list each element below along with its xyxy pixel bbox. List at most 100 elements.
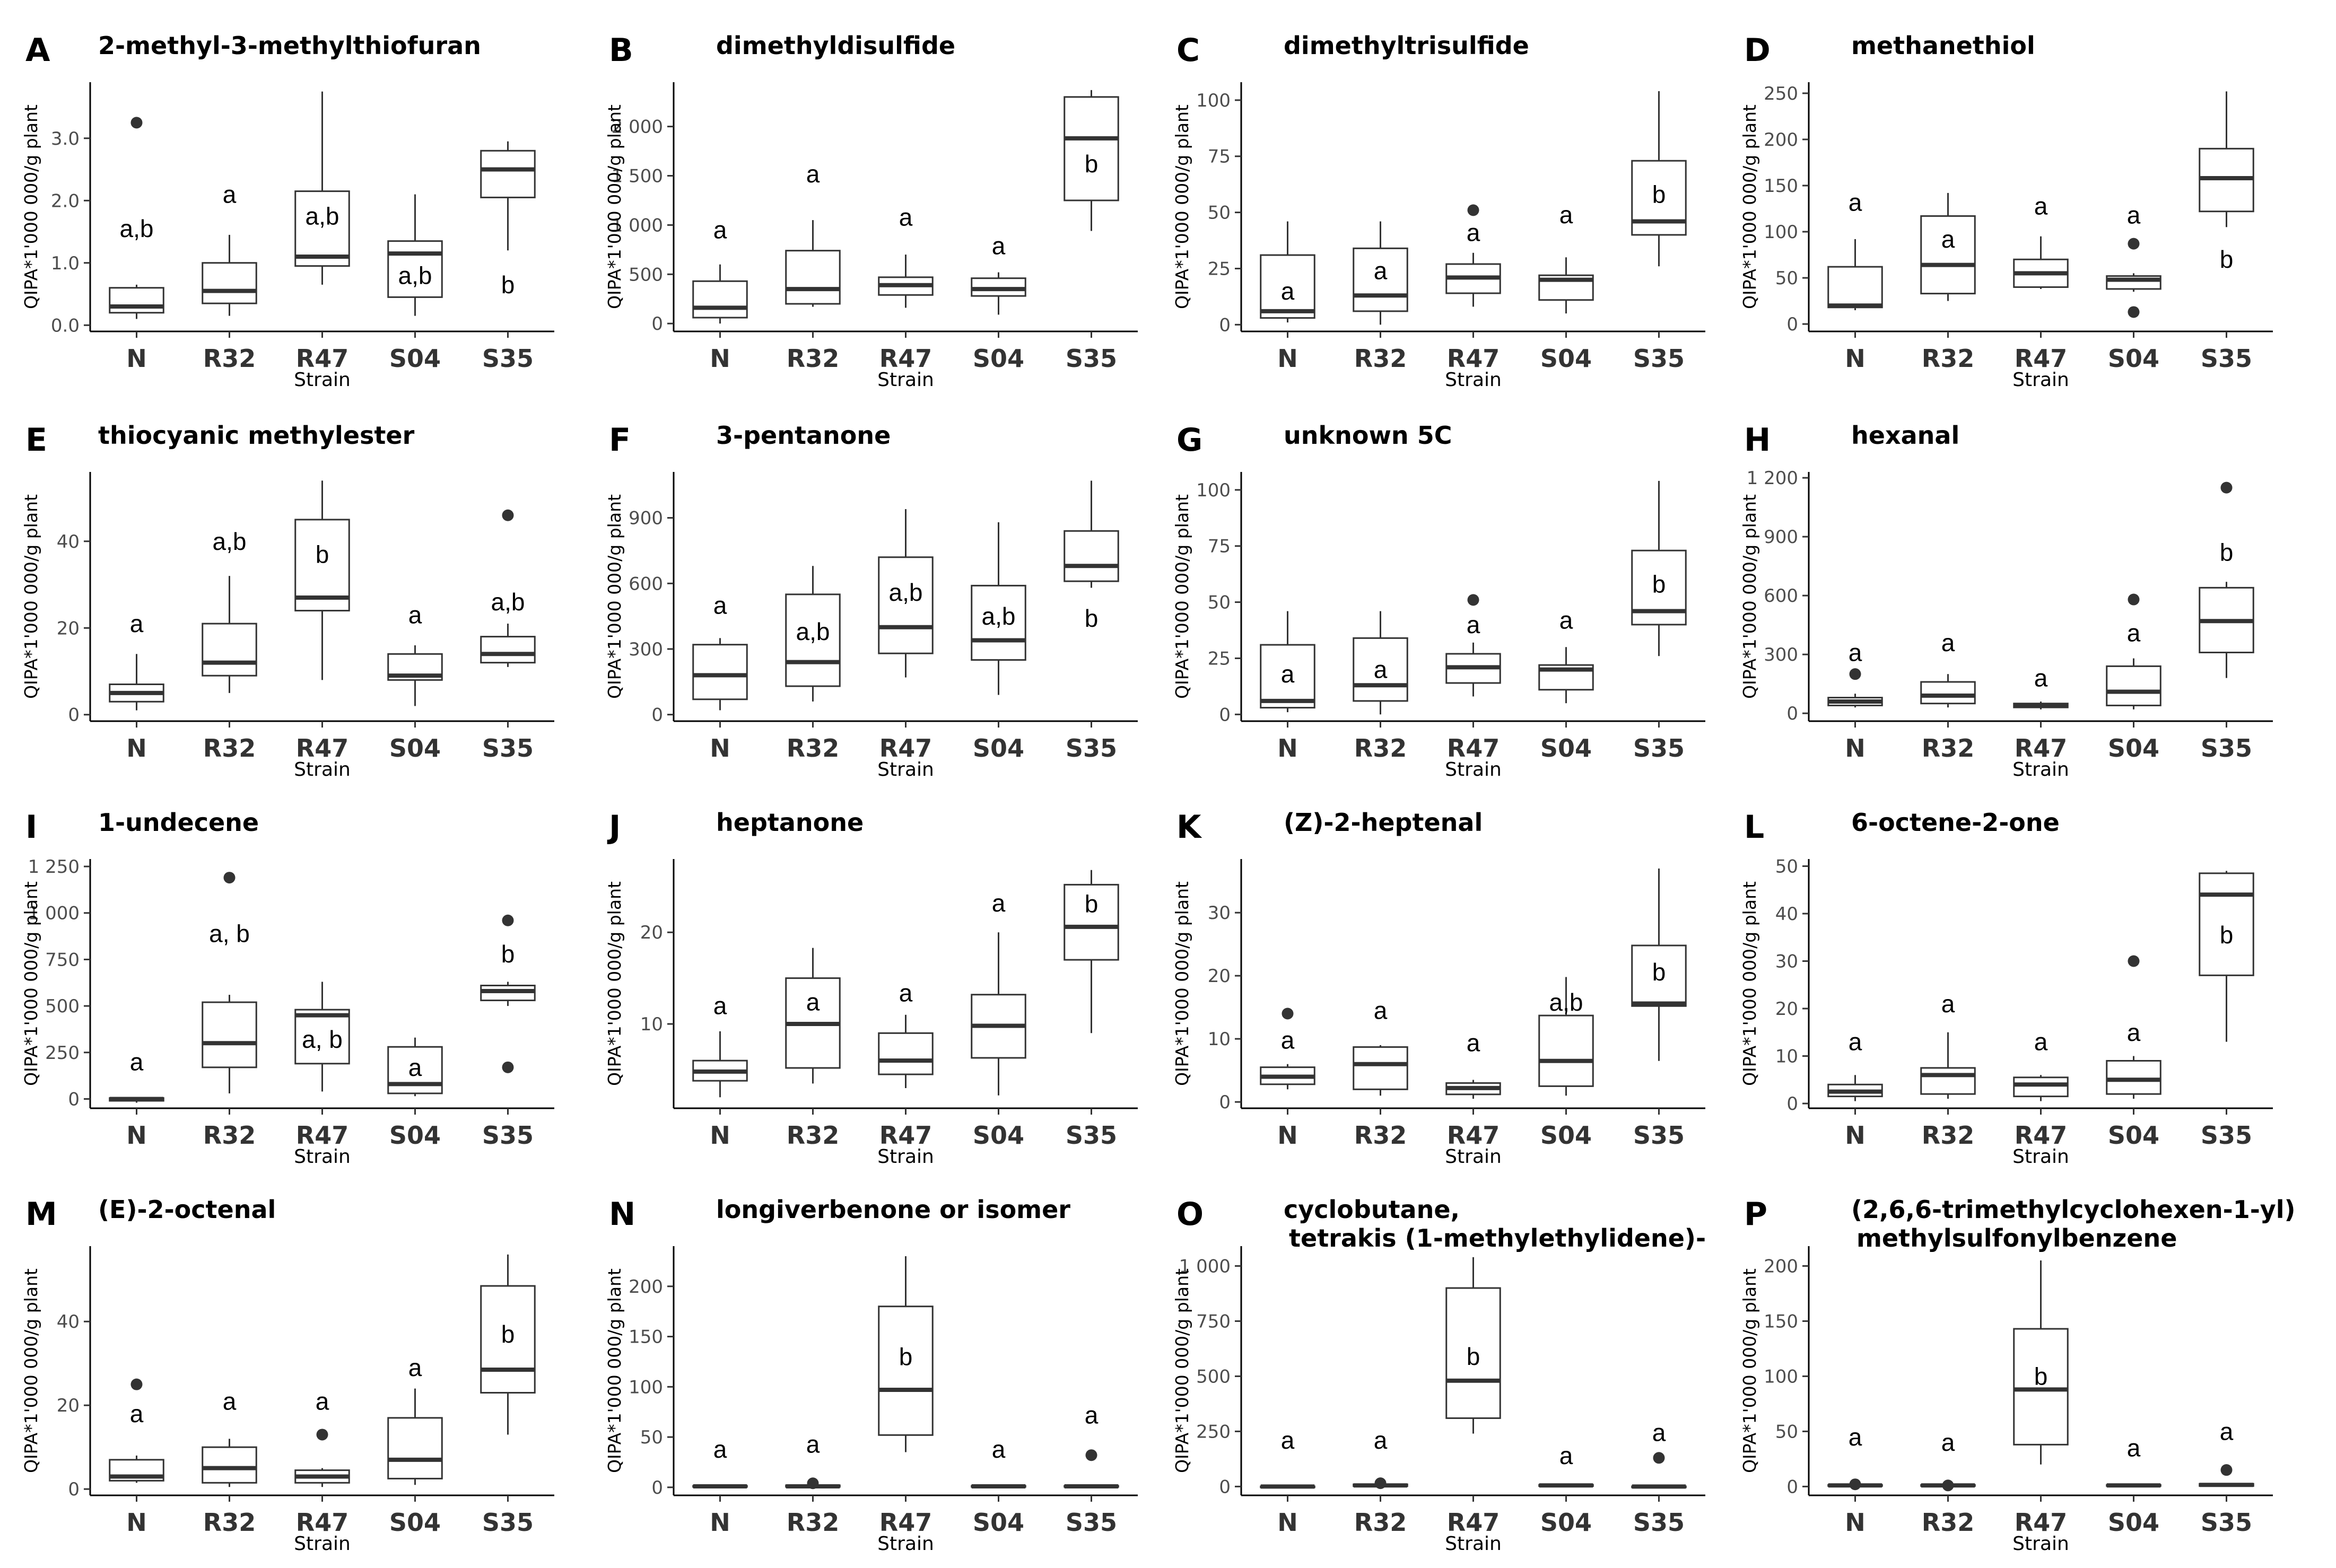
y-tick-label: 0: [1219, 704, 1231, 725]
panel-i: I 1-undecene 0 250 500 750 1 000 1 250 QIPA*1'00…: [21, 808, 554, 1168]
box-s35: [480, 624, 536, 667]
x-tick-label: N: [126, 734, 147, 763]
x-tick-label: N: [1277, 1508, 1298, 1537]
significance-letter: a: [1281, 660, 1295, 688]
x-tick-label: N: [126, 1508, 147, 1537]
box-s04: [2106, 1483, 2161, 1488]
panel-title: cyclobutane,: [1284, 1195, 1460, 1224]
x-tick-label: R47: [296, 344, 348, 373]
x-axis-label: Strain: [2012, 369, 2069, 391]
panel-a: A 2-methyl-3-methylthiofuran 0.0 1.0 2.0 3.0 Q…: [21, 31, 554, 391]
y-tick-label: 1 250: [28, 856, 80, 878]
significance-letter: a: [1652, 1418, 1666, 1446]
box-n: [692, 1484, 748, 1488]
y-tick-label: 100: [1764, 1366, 1798, 1387]
panel-p: P (2,6,6-trimethylcyclohexen-1-yl)methyls…: [1739, 1195, 2296, 1555]
panel-m: M (E)-2-octenal 0 20 40 QIPA*1'000 000/g plan…: [21, 1195, 554, 1555]
x-tick-label: S04: [1540, 1121, 1592, 1150]
x-tick-label: R32: [787, 734, 839, 763]
y-tick-label: 750: [45, 949, 80, 970]
x-tick-label: S04: [1540, 734, 1592, 763]
x-axis-label: Strain: [1445, 759, 1502, 781]
box-r47: [1445, 1257, 1501, 1434]
significance-letter: a: [1467, 611, 1480, 638]
x-tick-label: S04: [973, 1508, 1024, 1537]
significance-letter: a: [806, 1430, 820, 1458]
outlier-point: [223, 872, 236, 884]
y-axis-label: QIPA*1'000 000/g plant: [1172, 494, 1192, 699]
significance-letter: b: [1652, 571, 1666, 598]
significance-letter: a: [130, 610, 144, 637]
box-r47: [294, 982, 350, 1092]
significance-letter: a: [2127, 1019, 2141, 1046]
significance-letter: a,b: [120, 215, 154, 242]
x-tick-label: S35: [1633, 1121, 1685, 1150]
y-tick-label: 1 000: [612, 215, 663, 236]
x-tick-label: N: [710, 734, 730, 763]
outlier-point: [1849, 668, 1861, 680]
panel-letter: J: [607, 809, 621, 846]
box-iqr: [2199, 872, 2254, 976]
outlier-point: [1942, 1479, 1954, 1492]
box-iqr: [1353, 1046, 1408, 1090]
box-iqr: [1920, 1067, 1976, 1095]
significance-letter: a: [992, 889, 1006, 917]
panel-title: thiocyanic methylester: [98, 421, 415, 450]
y-axis-label: QIPA*1'000 000/g plant: [1739, 494, 1760, 699]
x-tick-label: S35: [2201, 734, 2252, 763]
y-tick-label: 200: [629, 1276, 663, 1298]
box-iqr: [785, 593, 841, 687]
x-tick-label: N: [1277, 344, 1298, 373]
y-axis-label: QIPA*1'000 000/g plant: [21, 1268, 41, 1473]
outlier-point: [502, 509, 514, 521]
significance-letter: b: [316, 540, 329, 568]
panel-title: dimethyldisulfide: [716, 31, 955, 60]
box-r32: [785, 948, 841, 1084]
panel-letter: O: [1176, 1196, 1204, 1233]
box-r32: [202, 234, 257, 316]
y-tick-label: 30: [1208, 903, 1231, 924]
box-s04: [971, 1484, 1026, 1488]
box-s35: [480, 982, 536, 1006]
x-tick-label: S35: [1066, 734, 1117, 763]
x-tick-label: R32: [203, 1508, 256, 1537]
y-tick-label: 300: [1764, 644, 1798, 665]
x-tick-label: S35: [482, 344, 534, 373]
panel-title: heptanone: [716, 808, 864, 837]
box-r32: [1920, 192, 1976, 301]
y-tick-label: 0: [1219, 1476, 1231, 1497]
y-axis-label: QIPA*1'000 000/g plant: [1739, 1268, 1760, 1473]
x-axis-label: Strain: [2012, 1533, 2069, 1555]
outlier-point: [1374, 1477, 1387, 1490]
outlier-point: [2128, 955, 2140, 967]
significance-letter: a: [1941, 225, 1955, 253]
y-tick-label: 40: [57, 1311, 80, 1333]
box-iqr: [294, 1009, 350, 1065]
y-tick-label: 100: [1196, 90, 1231, 111]
significance-letter: a: [2034, 1028, 2048, 1056]
box-iqr: [1353, 637, 1408, 702]
box-r47: [2013, 1075, 2069, 1101]
box-s35: [480, 1254, 536, 1435]
box-r47: [1445, 1080, 1501, 1099]
box-iqr: [2106, 665, 2161, 706]
significance-letter: a: [713, 1435, 727, 1463]
y-tick-label: 40: [1775, 904, 1798, 925]
significance-letter: a: [1559, 201, 1573, 229]
x-tick-label: N: [710, 1121, 730, 1150]
x-tick-label: R47: [1447, 344, 1500, 373]
box-n: [692, 264, 748, 324]
outlier-point: [2128, 238, 2140, 250]
y-axis-label: QIPA*1'000 000/g plant: [1172, 1268, 1192, 1473]
x-tick-label: R47: [296, 1508, 348, 1537]
box-iqr: [1920, 681, 1976, 705]
box-s35: [2199, 1483, 2254, 1487]
significance-letter: a: [1467, 219, 1480, 247]
panel-title: unknown 5C: [1284, 421, 1452, 450]
panel-letter: E: [25, 422, 47, 459]
box-r32: [202, 576, 257, 693]
y-axis-label: QIPA*1'000 000/g plant: [604, 104, 625, 309]
outlier-point: [1467, 594, 1479, 606]
x-tick-label: S04: [389, 344, 441, 373]
box-n: [1827, 239, 1883, 310]
